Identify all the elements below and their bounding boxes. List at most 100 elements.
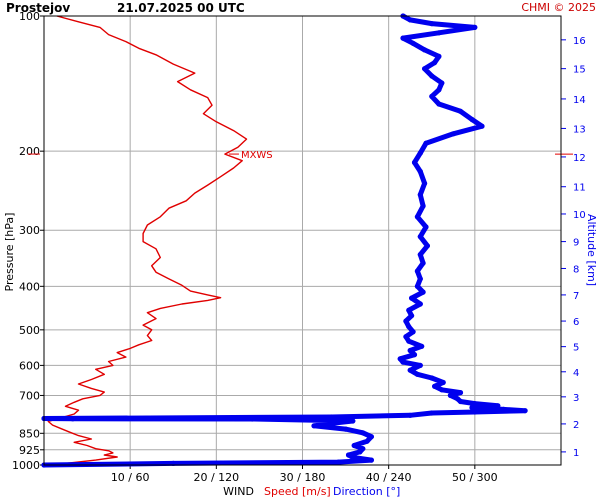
pressure-tick-label: 400 (19, 280, 40, 293)
direction-point (414, 268, 420, 274)
direction-point (407, 412, 413, 418)
altitude-tick-label: 15 (573, 65, 586, 76)
wind-tick-label: 40 / 240 (366, 471, 412, 484)
pressure-tick-label: 300 (19, 224, 40, 237)
direction-point (469, 116, 475, 123)
direction-point (420, 289, 426, 295)
altitude-tick-label: 8 (573, 264, 579, 275)
direction-point (410, 40, 416, 46)
direction-point (417, 301, 423, 307)
direction-point (424, 243, 430, 249)
direction-point (422, 180, 428, 186)
direction-series-line (41, 13, 528, 468)
pressure-tick-label: 700 (19, 389, 40, 402)
direction-point (429, 410, 435, 416)
direction-point (472, 24, 478, 30)
direction-point (447, 392, 453, 398)
direction-point (420, 203, 426, 209)
direction-point (522, 408, 528, 414)
wind-tick-label: 10 / 60 (111, 471, 150, 484)
direction-point (328, 414, 334, 420)
wind-tick-label: 50 / 300 (452, 471, 498, 484)
altitude-tick-label: 6 (573, 317, 579, 328)
direction-point (345, 452, 352, 458)
direction-point (436, 101, 442, 107)
direction-point (406, 324, 412, 330)
direction-point (420, 260, 426, 266)
direction-point (403, 318, 409, 324)
pressure-tick-label: 850 (19, 427, 40, 440)
direction-point (350, 454, 356, 460)
pressure-tick-label: 200 (19, 145, 40, 158)
direction-point (472, 409, 478, 415)
altitude-tick-label: 1 (573, 448, 579, 459)
direction-point (417, 150, 423, 156)
direction-point (328, 420, 334, 426)
altitude-tick-label: 12 (573, 153, 586, 164)
direction-point (409, 295, 415, 301)
direction-point (397, 356, 403, 362)
direction-point (439, 80, 445, 86)
direction-point (450, 131, 456, 137)
direction-point (407, 347, 413, 354)
direction-point (417, 252, 423, 258)
plot-frame (43, 15, 562, 466)
direction-point (423, 140, 429, 146)
direction-point (432, 60, 438, 66)
direction-point (429, 73, 435, 79)
pressure-tick-label: 600 (19, 359, 40, 372)
direction-point (436, 53, 442, 60)
altitude-tick-label: 11 (573, 183, 586, 194)
direction-point (249, 416, 255, 422)
direction-point (414, 283, 420, 289)
direction-point (360, 446, 366, 452)
direction-point (368, 434, 374, 440)
direction-point (417, 168, 423, 175)
direction-point (436, 30, 442, 36)
direction-point (422, 66, 428, 72)
altitude-tick-label: 7 (573, 291, 579, 302)
direction-point (360, 430, 366, 436)
direction-point (410, 329, 416, 335)
annotation-layer: MXWS (28, 150, 573, 161)
direction-point (351, 442, 357, 449)
direction-point (335, 459, 341, 465)
direction-point (457, 390, 464, 396)
x-axis-title-direction: Direction [°] (333, 485, 400, 498)
direction-point (417, 234, 423, 240)
direction-point (311, 423, 317, 429)
direction-point (417, 362, 423, 368)
altitude-tick-label: 4 (573, 368, 579, 379)
series-layer (41, 13, 528, 468)
direction-point (495, 403, 501, 409)
direction-point (429, 375, 435, 381)
direction-point (368, 457, 374, 463)
y-axis-title-right: Altitude [km] (585, 214, 598, 286)
direction-point (406, 307, 412, 313)
altitude-tick-label: 2 (573, 420, 579, 431)
wind-axis: 10 / 60 20 / 120 30 / 180 40 / 240 50 / 300 (111, 465, 498, 484)
direction-point (414, 214, 420, 220)
direction-point (469, 405, 475, 411)
x-axis-title-speed: Speed [m/s] (264, 485, 331, 498)
altitude-tick-label: 3 (573, 393, 579, 404)
direction-point (364, 438, 370, 444)
mxws-label: MXWS (241, 150, 273, 161)
altitude-tick-label: 5 (573, 343, 579, 354)
altitude-tick-label: 16 (573, 36, 586, 47)
direction-point (423, 224, 429, 230)
direction-point (436, 87, 442, 93)
direction-point (414, 371, 420, 377)
direction-point (343, 426, 349, 432)
wind-tick-label: 30 / 180 (280, 471, 326, 484)
wind-tick-label: 20 / 120 (193, 471, 239, 484)
x-axis-title-prefix: WIND (223, 485, 254, 498)
altitude-tick-label: 9 (573, 238, 579, 249)
direction-point (70, 416, 76, 422)
direction-point (457, 108, 464, 114)
direction-point (472, 401, 478, 407)
direction-point (403, 334, 409, 340)
